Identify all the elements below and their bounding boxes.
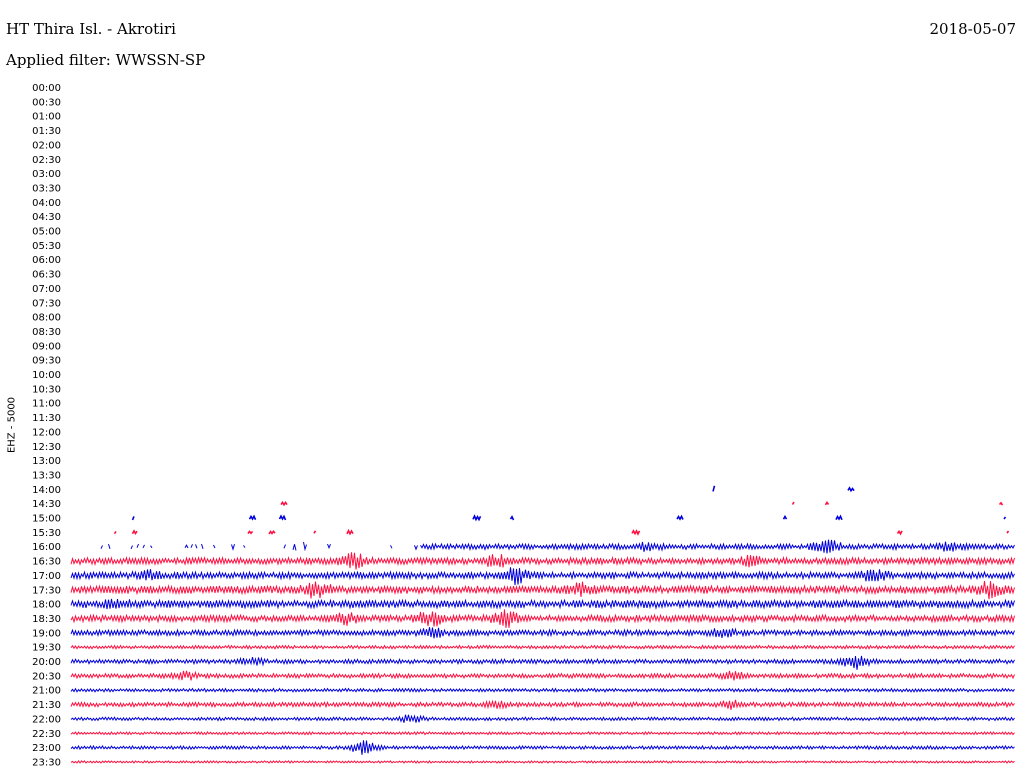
trace-segment <box>313 530 317 534</box>
time-tick-label: 19:00 <box>32 628 61 639</box>
trace-line <box>70 670 1015 681</box>
trace-line <box>70 740 1015 755</box>
time-tick-label: 19:30 <box>32 643 61 654</box>
time-tick-label: 01:00 <box>32 112 61 123</box>
trace-segment <box>847 486 855 493</box>
trace-segment <box>280 500 288 507</box>
trace-segment <box>631 529 641 536</box>
trace-line <box>70 609 1015 628</box>
time-tick-label: 10:30 <box>32 384 61 395</box>
time-axis-labels: 00:00 00:30 01:00 01:30 02:00 02:30 03:00 03:30… <box>32 83 61 768</box>
trace-segment <box>131 516 135 521</box>
time-tick-label: 23:30 <box>32 757 61 768</box>
time-tick-label: 12:30 <box>32 442 61 453</box>
trace-line <box>70 567 1015 586</box>
trace-segment <box>113 530 117 535</box>
trace-line <box>70 687 1015 693</box>
time-tick-label: 11:30 <box>32 413 61 424</box>
trace-line <box>70 714 1015 723</box>
trace-segment <box>1006 530 1010 534</box>
trace-segment <box>998 501 1004 506</box>
time-tick-label: 04:00 <box>32 198 61 209</box>
time-tick-label: 11:00 <box>32 399 61 410</box>
trace-segment <box>247 530 254 535</box>
seismic-traces <box>70 485 1015 764</box>
time-tick-label: 15:00 <box>32 514 61 525</box>
trace-line <box>70 627 1015 639</box>
time-tick-label: 17:00 <box>32 571 61 582</box>
time-tick-label: 22:00 <box>32 714 61 725</box>
time-tick-label: 21:30 <box>32 700 61 711</box>
trace-segment <box>278 514 287 521</box>
time-tick-label: 07:30 <box>32 298 61 309</box>
time-tick-label: 03:00 <box>32 169 61 180</box>
time-tick-label: 21:00 <box>32 686 61 697</box>
time-tick-label: 08:30 <box>32 327 61 338</box>
time-tick-label: 07:00 <box>32 284 61 295</box>
time-tick-label: 14:00 <box>32 485 61 496</box>
trace-segment <box>835 514 843 521</box>
trace-line <box>70 552 1015 570</box>
trace-line <box>70 655 1015 670</box>
time-tick-label: 23:00 <box>32 743 61 754</box>
trace-segment <box>896 529 903 536</box>
trace-segment <box>824 500 830 506</box>
time-tick-label: 14:30 <box>32 499 61 510</box>
trace-line <box>70 760 1015 764</box>
time-tick-label: 20:30 <box>32 671 61 682</box>
time-tick-label: 16:30 <box>32 557 61 568</box>
trace-segment <box>712 485 716 492</box>
trace-segment <box>676 514 684 521</box>
trace-segment <box>346 528 354 536</box>
trace-segment <box>782 514 788 520</box>
trace-segment <box>1003 516 1007 520</box>
time-tick-label: 05:00 <box>32 227 61 238</box>
time-tick-label: 02:30 <box>32 155 61 166</box>
time-tick-label: 09:00 <box>32 341 61 352</box>
station-title: HT Thira Isl. - Akrotiri <box>6 20 176 38</box>
time-tick-label: 04:30 <box>32 212 61 223</box>
time-tick-label: 08:00 <box>32 313 61 324</box>
trace-segment <box>509 515 515 521</box>
time-tick-label: 10:00 <box>32 370 61 381</box>
time-tick-label: 06:00 <box>32 255 61 266</box>
time-tick-label: 15:30 <box>32 528 61 539</box>
time-tick-label: 00:00 <box>32 83 61 94</box>
trace-line <box>70 598 1015 610</box>
trace-segment <box>791 501 795 505</box>
time-tick-label: 18:00 <box>32 600 61 611</box>
trace-segment <box>248 514 257 521</box>
time-tick-label: 16:00 <box>32 542 61 553</box>
time-tick-label: 20:00 <box>32 657 61 668</box>
time-tick-label: 17:30 <box>32 585 61 596</box>
trace-line <box>100 539 1015 554</box>
time-tick-label: 01:30 <box>32 126 61 137</box>
trace-segment <box>268 529 276 535</box>
trace-segment <box>472 514 482 522</box>
time-tick-label: 13:00 <box>32 456 61 467</box>
time-tick-label: 03:30 <box>32 183 61 194</box>
time-tick-label: 02:00 <box>32 140 61 151</box>
time-tick-label: 13:30 <box>32 470 61 481</box>
time-tick-label: 00:30 <box>32 97 61 108</box>
trace-segment <box>131 529 138 536</box>
time-tick-label: 12:00 <box>32 427 61 438</box>
time-tick-label: 18:30 <box>32 614 61 625</box>
record-date: 2018-05-07 <box>929 20 1016 38</box>
time-tick-label: 05:30 <box>32 241 61 252</box>
time-tick-label: 09:30 <box>32 356 61 367</box>
time-tick-label: 22:30 <box>32 729 61 740</box>
trace-line <box>70 580 1015 600</box>
time-tick-label: 06:30 <box>32 270 61 281</box>
trace-line <box>70 730 1015 736</box>
filter-label: Applied filter: WWSSN-SP <box>6 51 206 69</box>
trace-line <box>70 644 1015 650</box>
trace-line <box>70 699 1015 710</box>
